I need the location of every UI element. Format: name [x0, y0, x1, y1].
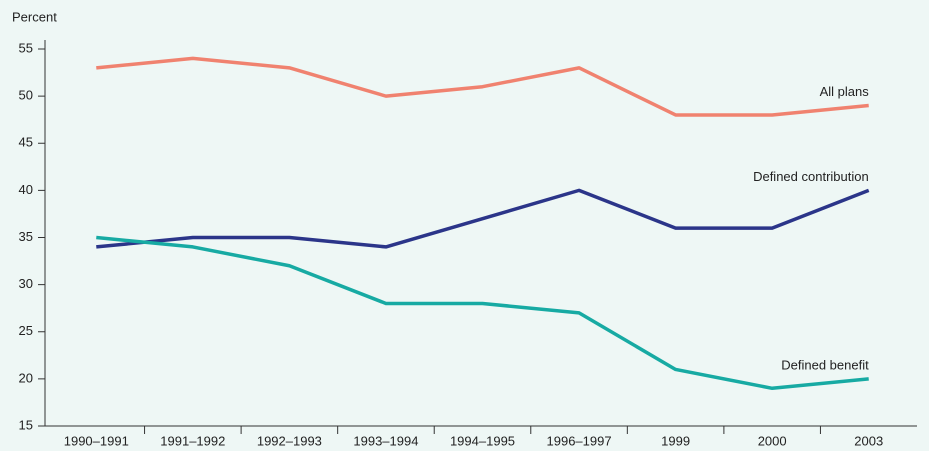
x-tick-label: 2003	[854, 433, 883, 448]
x-tick-label: 1992–1993	[257, 433, 322, 448]
x-tick-label: 2000	[758, 433, 787, 448]
y-tick-label: 45	[19, 135, 33, 150]
series-label: Defined benefit	[781, 357, 869, 372]
y-tick-label: 35	[19, 229, 33, 244]
y-tick-label: 15	[19, 417, 33, 432]
y-tick-label: 55	[19, 40, 33, 55]
series-label: Defined contribution	[753, 169, 869, 184]
x-tick-label: 1991–1992	[160, 433, 225, 448]
x-tick-label: 1999	[661, 433, 690, 448]
y-axis-label: Percent	[12, 9, 57, 24]
series-line	[96, 188, 870, 249]
series-line	[96, 235, 869, 391]
series-label: All plans	[820, 84, 870, 99]
y-tick-label: 25	[19, 323, 33, 338]
x-tick-label: 1990–1991	[64, 433, 129, 448]
x-tick-label: 1996–1997	[547, 433, 612, 448]
y-tick-label: 20	[19, 370, 33, 385]
y-tick-label: 40	[19, 182, 33, 197]
series-line	[96, 56, 869, 117]
x-tick-label: 1993–1994	[353, 433, 418, 448]
x-tick-label: 1994–1995	[450, 433, 515, 448]
y-tick-label: 30	[19, 276, 33, 291]
y-tick-label: 50	[19, 88, 33, 103]
